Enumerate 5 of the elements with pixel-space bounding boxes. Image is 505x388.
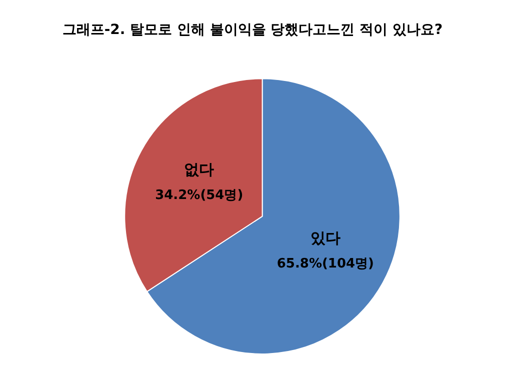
- data-label: 34.2%(54명): [155, 188, 244, 204]
- slice-label: 없다: [184, 160, 214, 179]
- slice-label: 있다: [310, 229, 340, 248]
- data-label: 65.8%(104명): [276, 256, 374, 272]
- chart-title: 그래프-2. 탈모로 인해 불이익을 당했다고느낀 적이 있나요?: [62, 22, 443, 38]
